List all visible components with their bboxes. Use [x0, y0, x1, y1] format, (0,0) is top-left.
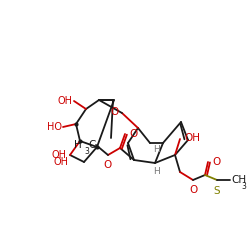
Text: S: S: [214, 186, 220, 196]
Text: O: O: [189, 185, 197, 195]
Text: O: O: [129, 129, 137, 139]
Text: HO: HO: [47, 122, 62, 132]
Text: O: O: [104, 160, 112, 170]
Text: OH: OH: [54, 157, 69, 167]
Text: 3: 3: [84, 147, 89, 156]
Text: OH: OH: [57, 96, 72, 106]
Text: 3: 3: [241, 182, 246, 191]
Text: OH: OH: [184, 133, 200, 143]
Text: H: H: [152, 146, 160, 154]
Text: O: O: [111, 107, 119, 117]
Text: CH: CH: [231, 175, 246, 185]
Text: C: C: [88, 140, 96, 150]
Text: OH: OH: [52, 150, 67, 160]
Text: O: O: [212, 157, 220, 167]
Text: H: H: [74, 140, 82, 150]
Text: H: H: [154, 168, 160, 176]
